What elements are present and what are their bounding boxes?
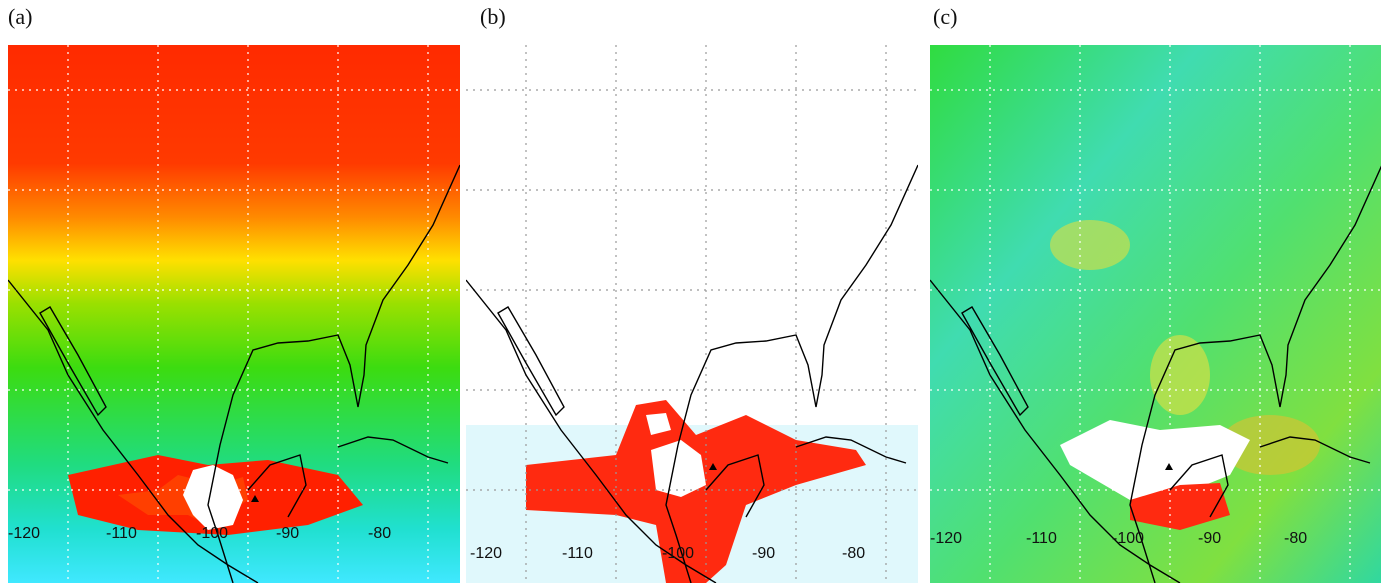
longitude-label: -110 bbox=[1026, 530, 1057, 547]
longitude-label: -100 bbox=[662, 545, 694, 562]
longitude-label: -110 bbox=[562, 545, 593, 562]
longitude-label: -80 bbox=[842, 545, 865, 562]
longitude-label: -90 bbox=[1198, 530, 1221, 547]
longitude-label: -120 bbox=[470, 545, 502, 562]
panel-b-map bbox=[466, 45, 918, 583]
longitude-label: -110 bbox=[106, 525, 137, 542]
panel-label: (a) bbox=[8, 4, 32, 29]
panel-c-map bbox=[930, 45, 1381, 583]
longitude-label: -80 bbox=[1284, 530, 1307, 547]
longitude-label: -90 bbox=[276, 525, 299, 542]
panel-label: (b) bbox=[480, 4, 506, 29]
longitude-label: -100 bbox=[1112, 530, 1144, 547]
longitude-label: -90 bbox=[752, 545, 775, 562]
longitude-label: -120 bbox=[8, 525, 40, 542]
longitude-label: -100 bbox=[196, 525, 228, 542]
longitude-label: -120 bbox=[930, 530, 962, 547]
panel-a-map bbox=[8, 45, 460, 583]
longitude-label: -80 bbox=[368, 525, 391, 542]
panel-label: (c) bbox=[933, 4, 957, 29]
